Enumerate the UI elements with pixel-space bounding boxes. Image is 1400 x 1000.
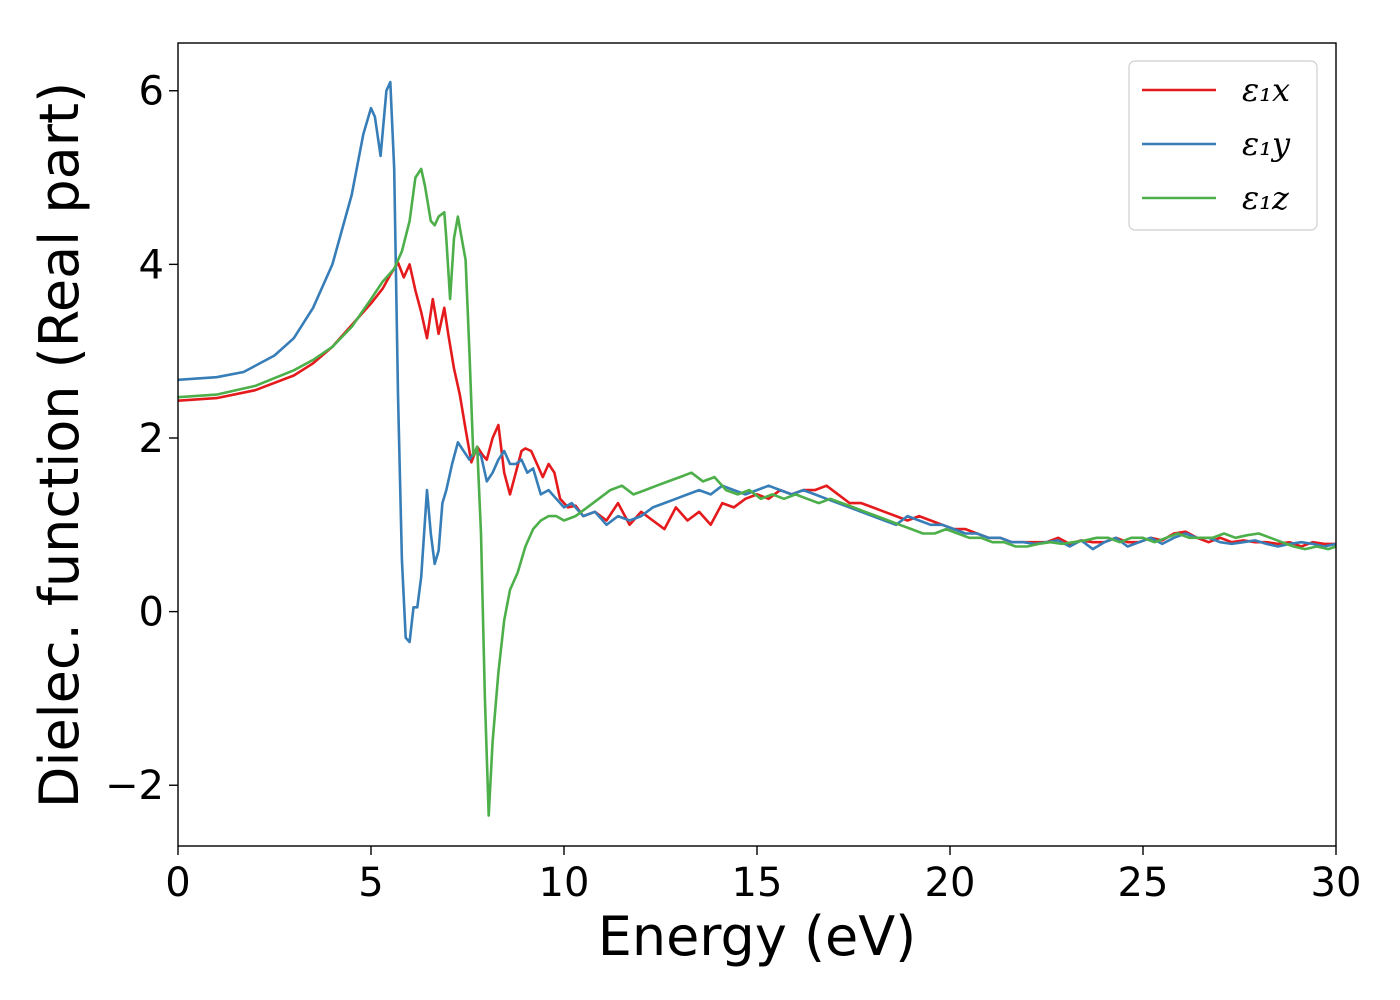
y-tick-label: 2	[139, 416, 164, 462]
y-tick-label: 0	[139, 590, 164, 636]
x-tick-label: 20	[925, 860, 976, 906]
legend-label-1: ε₁y	[1242, 125, 1291, 163]
x-tick-label: 0	[165, 860, 190, 906]
legend-box	[1128, 60, 1318, 231]
y-tick-label: 6	[139, 69, 164, 115]
x-axis: 0 5 10 15 20 25 30	[165, 846, 1361, 906]
x-tick-label: 5	[358, 860, 383, 906]
series-line-2	[177, 167, 1337, 817]
y-tick-label: 4	[139, 242, 164, 288]
legend-label-0: ε₁x	[1242, 71, 1290, 109]
series-line-0	[177, 261, 1336, 548]
series-lines	[177, 80, 1337, 817]
legend: ε₁x ε₁y ε₁z	[1128, 60, 1318, 231]
x-tick-label: 30	[1311, 860, 1362, 906]
x-axis-label: Energy (eV)	[598, 905, 917, 968]
x-tick-label: 25	[1118, 860, 1169, 906]
y-axis: −2 0 2 4 6	[105, 69, 178, 809]
x-tick-label: 10	[539, 860, 590, 906]
series-line-1	[177, 80, 1337, 644]
y-axis-label: Dielec. function (Real part)	[28, 82, 91, 808]
x-tick-label: 15	[732, 860, 783, 906]
legend-label-2: ε₁z	[1242, 179, 1290, 217]
y-tick-label: −2	[105, 763, 164, 809]
